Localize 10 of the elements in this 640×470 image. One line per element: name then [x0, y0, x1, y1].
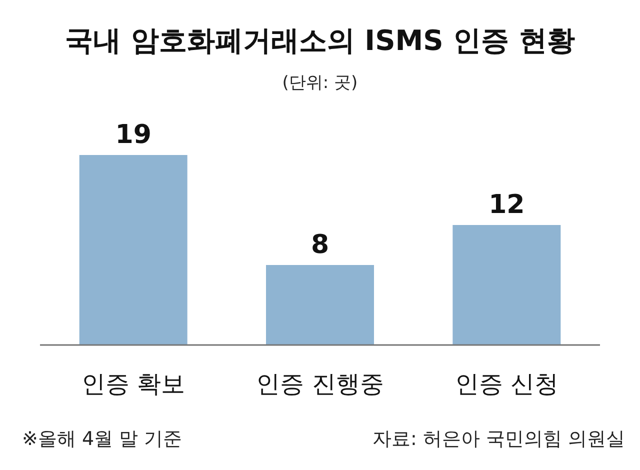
x-tick-label: 인증 진행중	[256, 370, 384, 398]
text: 자료: 허은아 국민의힘 의원실	[372, 428, 625, 450]
chart-subtitle: (단위: 곳)	[282, 73, 358, 93]
text: ※올해 4월 말 기준	[22, 428, 182, 450]
data-label: 12	[488, 190, 525, 220]
data-label: 8	[310, 230, 330, 260]
x-tick-label: 인증 확보	[82, 370, 186, 398]
data-label: 19	[115, 120, 152, 150]
x-tick-label: 인증 신청	[454, 370, 558, 398]
chart-title: 국내 암호화폐거래소의 ISMS 인증 현황	[65, 24, 575, 57]
